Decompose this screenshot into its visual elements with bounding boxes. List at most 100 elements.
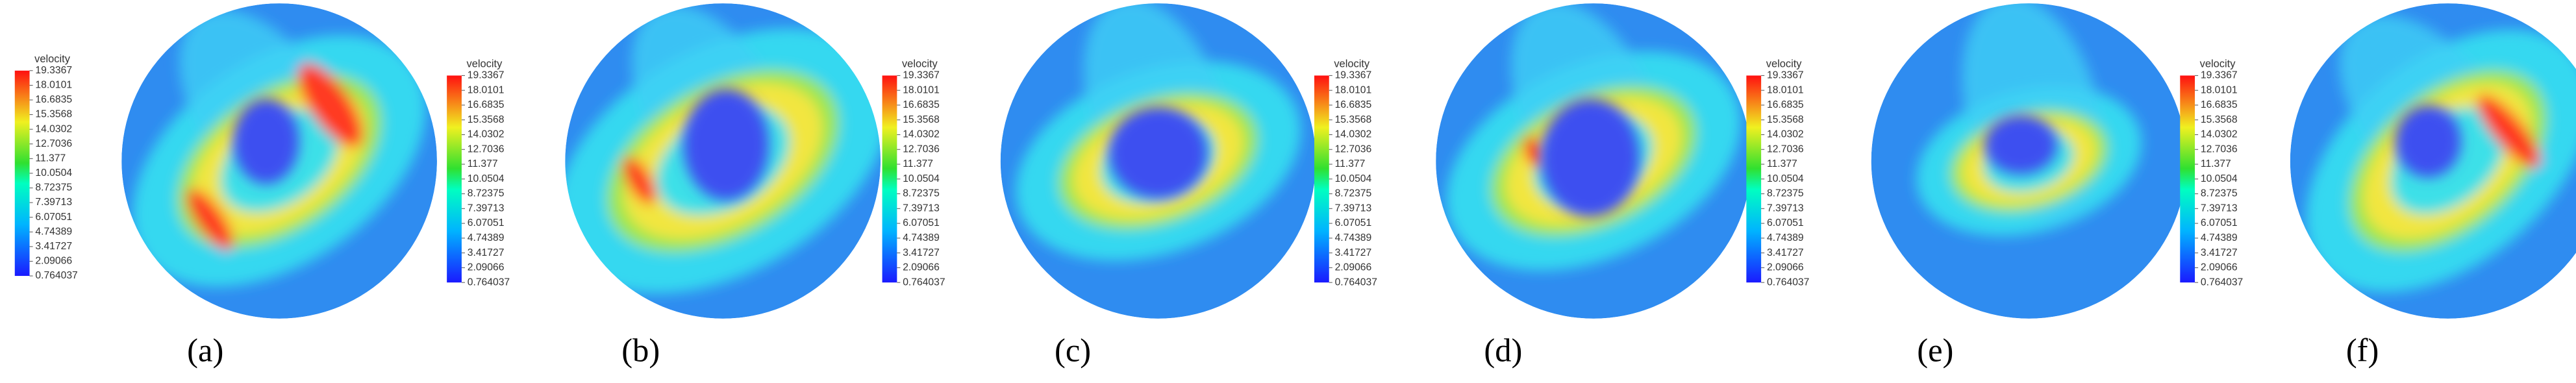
colorbar-tick-label: 0.764037 bbox=[35, 270, 77, 281]
colorbar-tick-label: 12.7036 bbox=[35, 138, 72, 149]
colorbar-tick-label: 2.09066 bbox=[468, 262, 505, 273]
panel-label: (f) bbox=[2346, 332, 2379, 369]
colorbar-tick-label: 18.0101 bbox=[1767, 84, 1804, 95]
colorbar-tick-label: 12.7036 bbox=[1767, 143, 1804, 154]
contour-disc bbox=[1436, 3, 1751, 319]
contour-disc bbox=[1000, 3, 1316, 319]
contour-disc bbox=[565, 3, 881, 319]
colorbar-tick-label: 11.377 bbox=[2201, 158, 2231, 169]
colorbar-tick-label: 6.07051 bbox=[1335, 217, 1372, 229]
colorbar-tick-label: 11.377 bbox=[903, 158, 933, 169]
colorbar-tick-label: 7.39713 bbox=[468, 203, 505, 214]
colorbar-tick-label: 4.74389 bbox=[1767, 232, 1804, 243]
colorbar-tick-label: 15.3568 bbox=[903, 114, 940, 125]
colorbar bbox=[447, 75, 462, 283]
field-hole bbox=[1108, 106, 1208, 199]
field-red bbox=[186, 189, 234, 251]
colorbar-tick-label: 4.74389 bbox=[468, 232, 505, 243]
colorbar-tick-label: 19.3367 bbox=[468, 70, 505, 81]
colorbar-tick-label: 14.0302 bbox=[1767, 129, 1804, 140]
colorbar-tick-label: 11.377 bbox=[1767, 158, 1797, 169]
colorbar-tick-label: 15.3568 bbox=[1335, 114, 1372, 125]
colorbar-tick-label: 3.41727 bbox=[2201, 247, 2238, 258]
colorbar-tick-label: 16.6835 bbox=[1335, 99, 1372, 110]
colorbar-tick-label: 12.7036 bbox=[1335, 143, 1372, 154]
colorbar-tick-label: 14.0302 bbox=[1335, 129, 1372, 140]
colorbar-tick-label: 0.764037 bbox=[903, 277, 945, 288]
panel-label: (c) bbox=[1055, 332, 1091, 369]
colorbar-tick-label: 8.72375 bbox=[35, 182, 72, 193]
colorbar-tick-label: 2.09066 bbox=[1767, 262, 1804, 273]
colorbar-tick-label: 19.3367 bbox=[903, 70, 940, 81]
colorbar-tick-label: 2.09066 bbox=[35, 256, 72, 267]
contour-disc bbox=[2290, 3, 2576, 319]
colorbar-tick-label: 16.6835 bbox=[1767, 99, 1804, 110]
colorbar-tick-label: 8.72375 bbox=[1335, 188, 1372, 199]
panel-label: (e) bbox=[1917, 332, 1953, 369]
colorbar-tick-label: 14.0302 bbox=[903, 129, 940, 140]
colorbar-tick-label: 6.07051 bbox=[903, 217, 940, 229]
colorbar-tick-label: 10.0504 bbox=[35, 167, 72, 179]
colorbar-tick-label: 16.6835 bbox=[2201, 99, 2238, 110]
colorbar-tick-label: 10.0504 bbox=[1767, 173, 1804, 184]
colorbar-title: velocity bbox=[467, 58, 503, 70]
colorbar-tick-label: 18.0101 bbox=[2201, 84, 2238, 95]
colorbar-tick-label: 15.3568 bbox=[2201, 114, 2238, 125]
colorbar-tick-label: 10.0504 bbox=[468, 173, 505, 184]
colorbar-tick-label: 2.09066 bbox=[1335, 262, 1372, 273]
colorbar bbox=[14, 70, 30, 277]
colorbar-tick-label: 4.74389 bbox=[35, 226, 72, 237]
colorbar-tick-label: 7.39713 bbox=[903, 203, 940, 214]
colorbar-tick-label: 19.3367 bbox=[1335, 70, 1372, 81]
colorbar-tick-label: 18.0101 bbox=[1335, 84, 1372, 95]
colorbar bbox=[882, 75, 897, 283]
field-red bbox=[2477, 95, 2541, 168]
colorbar-tick-label: 3.41727 bbox=[1335, 247, 1372, 258]
colorbar-title: velocity bbox=[1334, 58, 1370, 70]
colorbar-tick-label: 18.0101 bbox=[903, 84, 940, 95]
colorbar-tick-label: 3.41727 bbox=[903, 247, 940, 258]
colorbar-title: velocity bbox=[34, 53, 71, 65]
panel-label: (b) bbox=[621, 332, 660, 369]
panel-label: (d) bbox=[1484, 332, 1522, 369]
colorbar-tick-label: 0.764037 bbox=[468, 277, 510, 288]
colorbar-tick-label: 8.72375 bbox=[468, 188, 505, 199]
colorbar-tick-label: 8.72375 bbox=[1767, 188, 1804, 199]
colorbar-tick-label: 19.3367 bbox=[35, 65, 72, 76]
colorbar-tick-label: 7.39713 bbox=[2201, 203, 2238, 214]
field-hole bbox=[233, 98, 299, 184]
colorbar-tick-label: 6.07051 bbox=[2201, 217, 2238, 229]
colorbar-tick-label: 6.07051 bbox=[1767, 217, 1804, 229]
colorbar-tick-label: 18.0101 bbox=[468, 84, 505, 95]
colorbar-tick-label: 15.3568 bbox=[468, 114, 505, 125]
colorbar-title: velocity bbox=[902, 58, 938, 70]
field-hole bbox=[1984, 115, 2057, 175]
colorbar-tick-label: 15.3568 bbox=[1767, 114, 1804, 125]
colorbar-tick-label: 3.41727 bbox=[1767, 247, 1804, 258]
colorbar-title: velocity bbox=[1766, 58, 1803, 70]
field-hole bbox=[1541, 98, 1640, 217]
field-red bbox=[623, 157, 657, 204]
colorbar-tick-label: 10.0504 bbox=[903, 173, 940, 184]
colorbar-tick-label: 4.74389 bbox=[2201, 232, 2238, 243]
field-hole bbox=[683, 88, 769, 201]
colorbar-tick-label: 11.377 bbox=[35, 153, 66, 164]
colorbar-tick-label: 7.39713 bbox=[35, 197, 72, 208]
colorbar-tick-label: 12.7036 bbox=[468, 143, 505, 154]
panel-label: (a) bbox=[187, 332, 223, 369]
colorbar-tick-label: 0.764037 bbox=[2201, 277, 2243, 288]
colorbar-tick-label: 8.72375 bbox=[903, 188, 940, 199]
contour-disc bbox=[1871, 3, 2187, 319]
colorbar-tick-label: 7.39713 bbox=[1335, 203, 1372, 214]
colorbar-tick-label: 12.7036 bbox=[2201, 143, 2238, 154]
colorbar-tick-label: 12.7036 bbox=[903, 143, 940, 154]
colorbar-tick-label: 4.74389 bbox=[1335, 232, 1372, 243]
colorbar-tick-label: 0.764037 bbox=[1767, 277, 1809, 288]
